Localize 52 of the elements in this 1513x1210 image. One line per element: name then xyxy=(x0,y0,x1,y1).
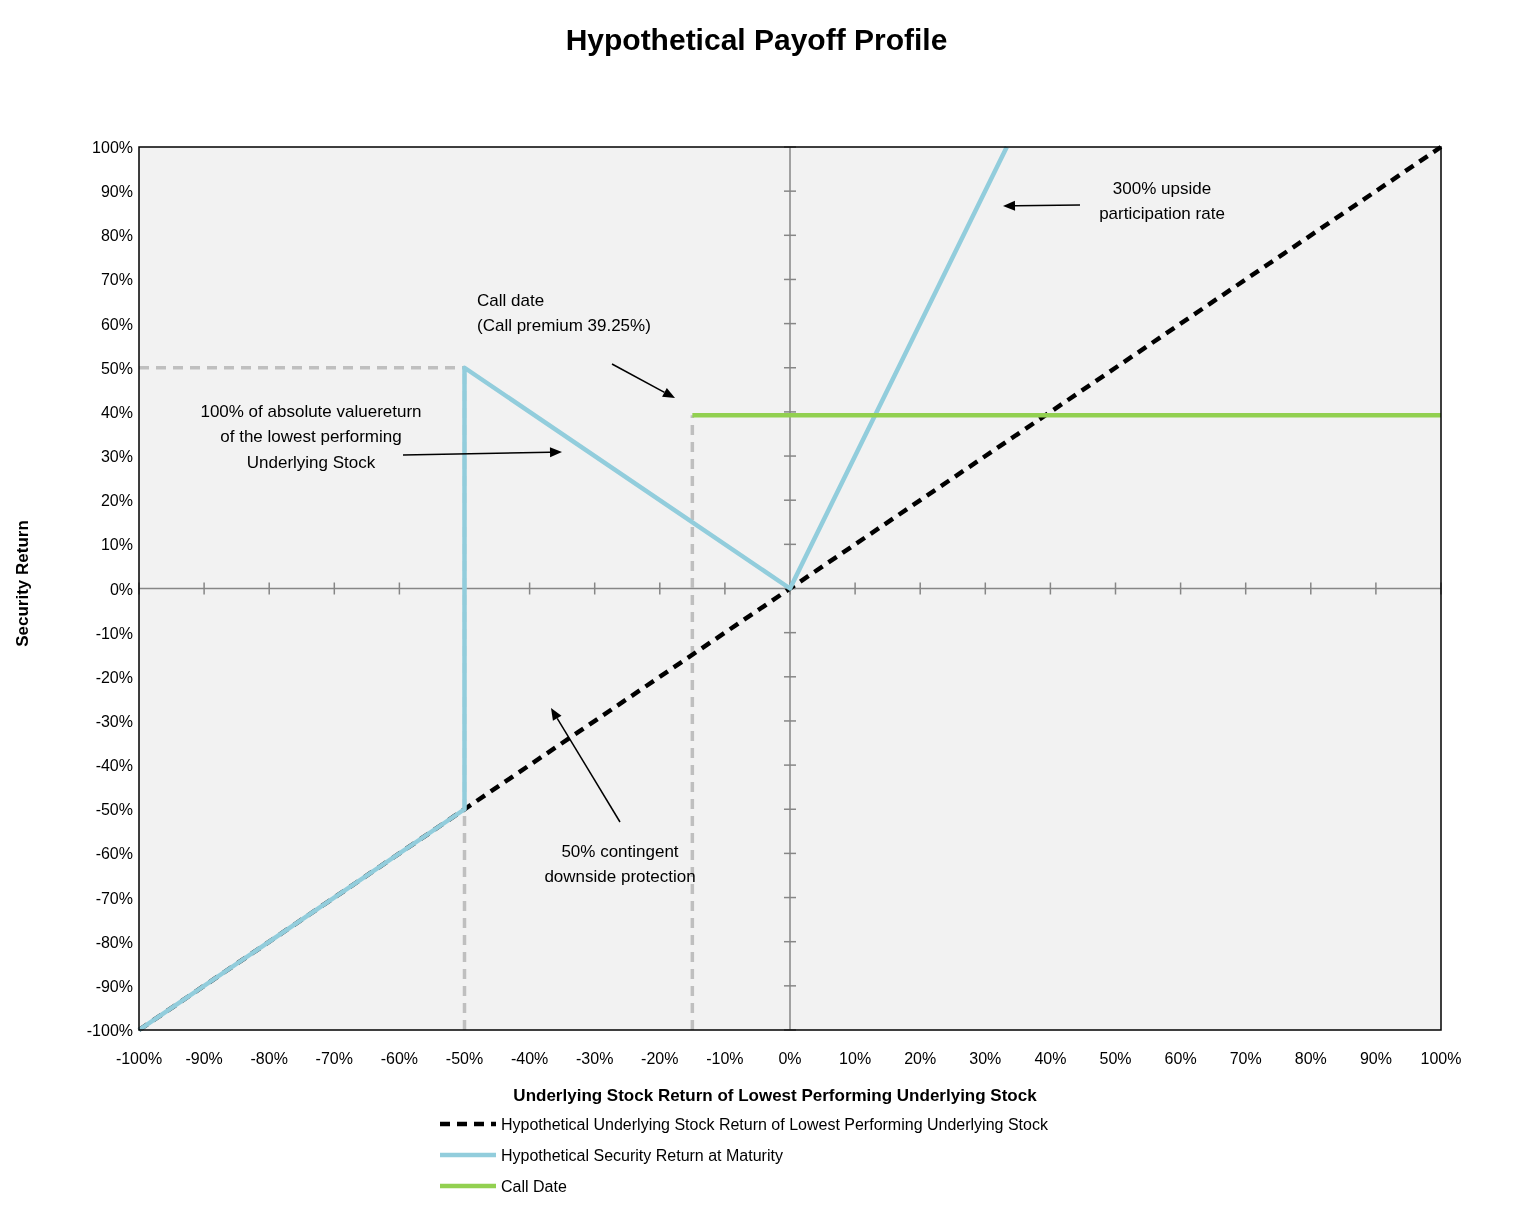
x-tick-label: -40% xyxy=(510,1050,549,1067)
legend-label: Call Date xyxy=(501,1178,567,1195)
y-tick-label: 80% xyxy=(100,227,133,245)
y-tick-label: 10% xyxy=(100,536,133,554)
y-tick-label: -30% xyxy=(95,712,133,730)
x-tick-label: -30% xyxy=(576,1050,614,1067)
y-tick-label: 90% xyxy=(100,183,133,201)
y-tick-label: 70% xyxy=(100,271,133,289)
x-tick-label: 40% xyxy=(1034,1050,1067,1067)
annotation: 50% contingent downside protection xyxy=(544,841,696,887)
y-tick-label: 60% xyxy=(100,315,133,333)
x-tick-label: -20% xyxy=(641,1050,679,1067)
annotation: 100% of absolute valuereturn of the lowest performing Underlying Stock xyxy=(200,401,422,472)
x-tick-label: 100% xyxy=(1420,1050,1462,1067)
y-tick-label: -100% xyxy=(86,1022,133,1039)
y-tick-label: -10% xyxy=(95,624,133,642)
y-tick-label: -50% xyxy=(95,801,133,819)
y-tick-label: -40% xyxy=(95,757,133,775)
x-axis-title: Underlying Stock Return of Lowest Performing Underlying Stock xyxy=(513,1086,1038,1105)
y-tick-label: 40% xyxy=(100,403,133,421)
x-tick-label: -10% xyxy=(706,1050,744,1067)
x-tick-label: 70% xyxy=(1229,1050,1262,1067)
legend-label: Hypothetical Underlying Stock Return of Lowest Performing Underlying Stock xyxy=(501,1116,1049,1133)
annotation: Call date (Call premium 39.25%) xyxy=(477,290,651,336)
x-tick-label: -100% xyxy=(115,1050,163,1067)
y-tick-label: 20% xyxy=(100,492,133,510)
y-tick-label: -20% xyxy=(95,668,133,686)
x-tick-label: -60% xyxy=(380,1050,419,1067)
y-tick-label: 30% xyxy=(100,448,133,466)
x-tick-label: 20% xyxy=(904,1050,937,1067)
x-tick-label: 60% xyxy=(1164,1050,1197,1067)
x-tick-label: -90% xyxy=(185,1050,223,1067)
x-tick-label: -70% xyxy=(315,1050,353,1067)
x-tick-label: -80% xyxy=(250,1050,288,1067)
y-axis-title: Security Return xyxy=(13,520,32,647)
legend-label: Hypothetical Security Return at Maturity xyxy=(501,1147,783,1164)
annotation: 300% upside participation rate xyxy=(1099,178,1225,224)
x-tick-label: -50% xyxy=(445,1050,484,1067)
x-tick-label: 30% xyxy=(969,1050,1002,1067)
y-tick-label: -60% xyxy=(95,845,133,863)
y-tick-label: 100% xyxy=(92,139,133,156)
y-tick-label: 50% xyxy=(100,359,133,377)
x-tick-label: 80% xyxy=(1294,1050,1327,1067)
y-tick-label: 0% xyxy=(109,580,133,598)
y-tick-label: -90% xyxy=(95,977,133,995)
x-tick-label: 50% xyxy=(1099,1050,1132,1067)
x-tick-label: 90% xyxy=(1359,1050,1392,1067)
y-tick-label: -70% xyxy=(95,889,133,907)
chart-title: Hypothetical Payoff Profile xyxy=(565,23,948,56)
y-tick-label: -80% xyxy=(95,933,133,951)
x-tick-label: 0% xyxy=(778,1050,802,1067)
x-tick-label: 10% xyxy=(839,1050,872,1067)
